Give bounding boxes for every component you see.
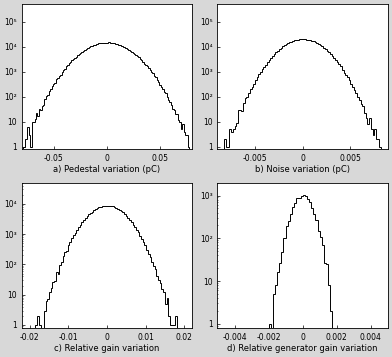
X-axis label: c) Relative gain variation: c) Relative gain variation [54,344,160,353]
X-axis label: a) Pedestal variation (pC): a) Pedestal variation (pC) [53,165,160,174]
X-axis label: b) Noise variation (pC): b) Noise variation (pC) [255,165,350,174]
X-axis label: d) Relative generator gain variation: d) Relative generator gain variation [227,344,378,353]
